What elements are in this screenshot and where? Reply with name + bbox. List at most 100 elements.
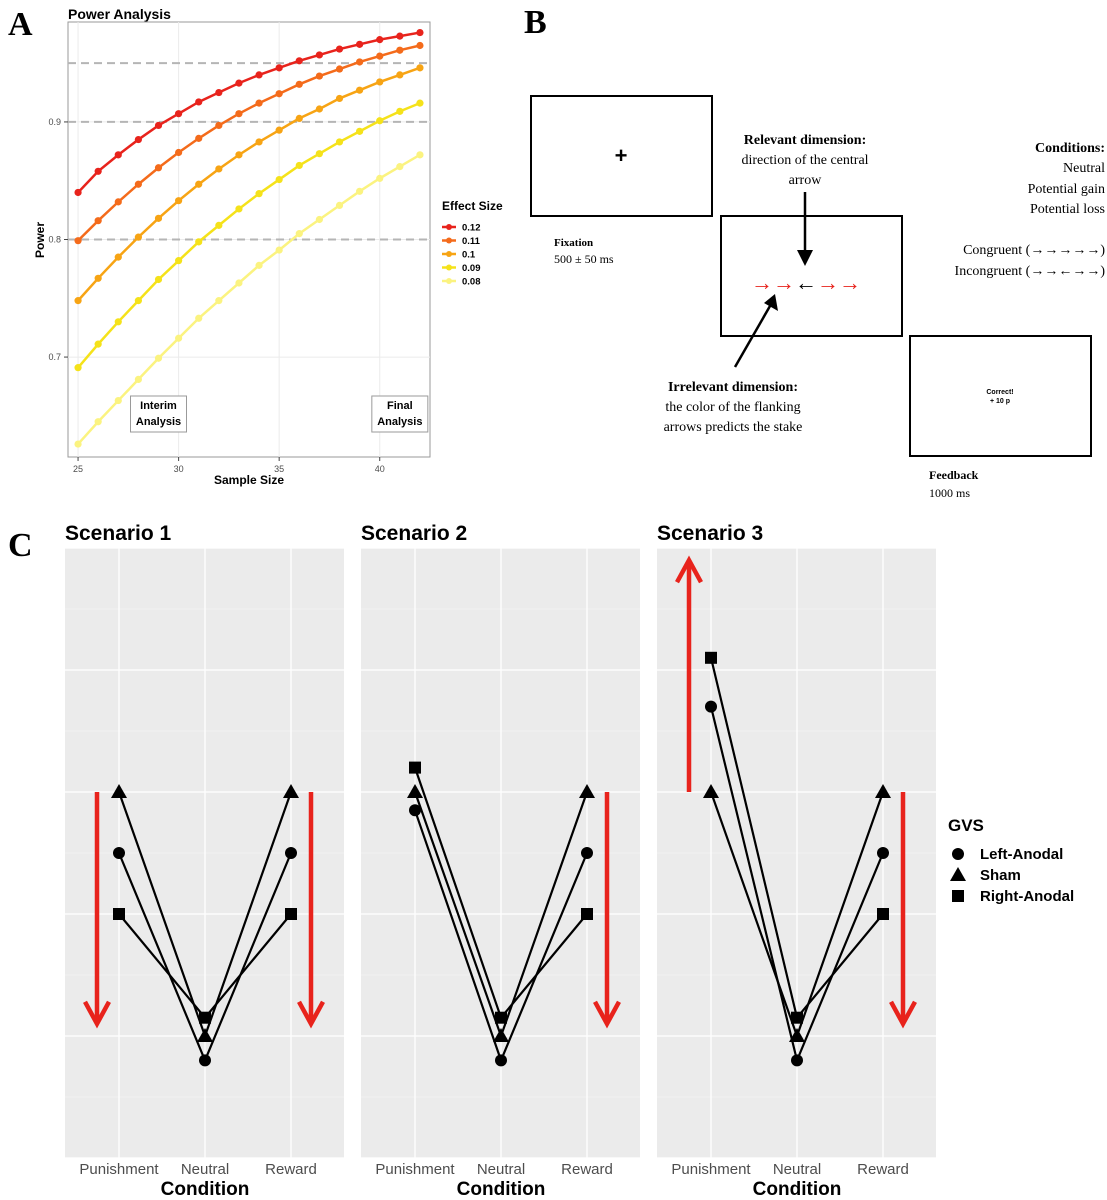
- scenario-panel: Scenario 2 Punishment Neutral Reward Conditi…: [361, 522, 640, 1200]
- scenario-x-label: Condition: [457, 1179, 546, 1200]
- power-annotations: Interim Analysis Final Analysis: [130, 395, 429, 433]
- power-point: [396, 71, 404, 79]
- power-point: [396, 32, 404, 40]
- power-x-tick-label: 35: [274, 464, 284, 474]
- power-point: [396, 163, 404, 171]
- red-arrow-head: [889, 1000, 917, 1029]
- power-legend-key-dot: [446, 251, 452, 257]
- power-point: [114, 318, 122, 326]
- irrelevant-line1: the color of the flanking: [665, 400, 800, 415]
- scenario-point-triangle: [789, 1028, 805, 1042]
- fixation-timing: 500 ± 50 ms: [554, 252, 614, 266]
- power-point: [134, 180, 142, 188]
- panel-letter-b: B: [524, 4, 547, 41]
- power-point: [315, 72, 323, 80]
- scenario-point-square: [199, 1011, 211, 1024]
- red-arrow-head: [297, 1000, 325, 1029]
- power-point: [356, 58, 364, 66]
- power-point: [335, 45, 344, 53]
- power-point: [94, 340, 102, 348]
- irrelevant-pointer-arrow: [733, 294, 778, 368]
- power-point: [315, 150, 323, 158]
- relevant-line1: direction of the central: [741, 153, 868, 168]
- power-point: [356, 127, 364, 135]
- power-x-tick-label: 40: [375, 464, 385, 474]
- irrelevant-title: Irrelevant dimension:: [668, 380, 798, 395]
- power-point: [255, 261, 263, 269]
- power-point: [356, 40, 364, 48]
- power-point: [175, 257, 183, 265]
- scenario-point-circle: [199, 1054, 211, 1067]
- power-point: [275, 175, 283, 184]
- scenario-category-label: Neutral: [773, 1161, 821, 1178]
- feedback-screen: [909, 335, 1092, 457]
- power-point: [275, 246, 283, 254]
- power-point: [154, 164, 163, 172]
- power-y-ticks: 0.7 0.8 0.9: [48, 117, 68, 362]
- power-legend-label: 0.1: [462, 250, 476, 261]
- power-point: [235, 279, 243, 287]
- power-x-tick-label: 25: [73, 464, 83, 474]
- flanker-arrows-left: →→: [751, 270, 795, 295]
- power-point: [175, 148, 183, 157]
- scenario-point-square: [581, 908, 593, 920]
- scenario-category-label: Punishment: [671, 1161, 751, 1178]
- power-point: [275, 64, 283, 72]
- power-annotation-box: [371, 395, 429, 433]
- red-arrow-down: [83, 792, 111, 1029]
- scenario-x-label: Condition: [753, 1179, 842, 1200]
- scenario-point-square: [285, 908, 297, 920]
- power-point: [275, 126, 283, 134]
- scenario-point-circle: [113, 847, 125, 859]
- power-annotation-text: Analysis: [377, 416, 422, 428]
- fixation-label: Fixation: [554, 237, 593, 249]
- power-point: [134, 233, 142, 241]
- scenario-category-label: Neutral: [181, 1161, 229, 1178]
- scenario-point-triangle: [493, 1028, 509, 1042]
- power-point: [74, 297, 82, 305]
- power-point: [195, 180, 203, 188]
- power-point: [175, 110, 183, 118]
- condition-item: Potential gain: [1028, 182, 1105, 197]
- scenario-point-square: [877, 908, 889, 920]
- power-series-line: [77, 153, 421, 445]
- red-arrow-down: [593, 792, 621, 1029]
- power-point: [215, 297, 223, 305]
- panel-letter-a: A: [8, 6, 33, 43]
- power-y-tick-label: 0.7: [48, 352, 61, 362]
- power-point: [416, 28, 424, 37]
- power-point: [416, 99, 424, 107]
- power-point: [255, 99, 263, 107]
- panel-letter-c: C: [8, 527, 33, 564]
- feedback-label: Feedback: [929, 468, 979, 482]
- power-point: [356, 187, 364, 195]
- power-point: [74, 237, 82, 245]
- power-legend: 0.12 0.11 0.1 0.09 0.08: [442, 223, 481, 288]
- scenario-point-triangle: [197, 1028, 213, 1042]
- congruent-label: Congruent (→→→→→): [963, 243, 1105, 258]
- power-legend-label: 0.08: [462, 277, 481, 288]
- power-point: [235, 205, 243, 213]
- scenario-point-square: [113, 908, 125, 920]
- power-legend-title: Effect Size: [442, 199, 503, 213]
- scenario-x-label: Condition: [161, 1179, 250, 1200]
- power-point: [356, 86, 364, 94]
- power-point: [134, 375, 142, 384]
- red-arrow-head: [593, 1000, 621, 1029]
- scenario-point-square: [495, 1011, 507, 1024]
- feedback-timing: 1000 ms: [929, 486, 970, 500]
- scenario-title: Scenario 3: [657, 522, 763, 545]
- power-legend-label: 0.11: [462, 236, 481, 247]
- central-arrow: ←: [795, 270, 817, 295]
- power-point: [396, 107, 404, 115]
- power-x-ticks: 25 30 35 40: [73, 457, 385, 474]
- power-point: [255, 71, 263, 79]
- power-legend-key-dot: [446, 237, 452, 244]
- scenario-point-circle: [791, 1054, 803, 1067]
- gvs-legend-label: Sham: [980, 867, 1021, 884]
- scenario-point-square: [705, 651, 717, 664]
- power-point: [215, 121, 223, 130]
- scenario-panels: Scenario 1 Punishment Neutral Reward Conditi…: [65, 522, 936, 1200]
- scenario-category-label: Punishment: [79, 1161, 159, 1178]
